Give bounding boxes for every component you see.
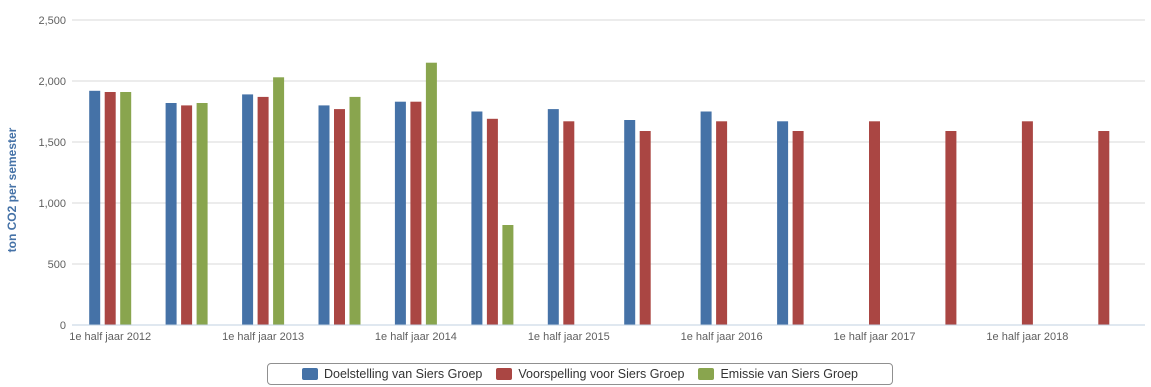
x-tick-label: 1e half jaar 2014 [375,331,457,343]
legend-swatch [698,368,715,380]
bar[interactable] [716,121,728,325]
gridlines [72,19,1145,265]
bar[interactable] [410,101,422,325]
bar[interactable] [104,92,116,325]
x-axis-tick-labels: 1e half jaar 2012 1e half jaar 2013 1e hal… [69,331,1068,343]
bar-chart: 0 500 1,000 1,500 2,000 2,500 ton CO2 per sem… [5,15,1145,343]
y-tick-label: 500 [48,259,66,271]
y-tick-label: 1,000 [38,198,66,210]
y-axis-label: ton CO2 per semester [5,127,19,252]
bar[interactable] [120,92,132,325]
bar[interactable] [196,103,208,325]
bar[interactable] [624,120,636,325]
y-tick-label: 2,500 [38,15,66,27]
bar[interactable] [242,94,254,326]
x-tick-label: 1e half jaar 2017 [834,331,916,343]
legend-item[interactable]: Voorspelling voor Siers Groep [496,367,684,381]
bar[interactable] [639,131,651,325]
bar[interactable] [1098,131,1110,325]
legend-item[interactable]: Emissie van Siers Groep [698,367,858,381]
bar[interactable] [89,90,101,325]
bar[interactable] [945,131,957,325]
legend-label: Emissie van Siers Groep [720,367,859,381]
bar[interactable] [869,121,880,325]
bar-series [89,62,1110,326]
bar[interactable] [165,103,177,325]
bar[interactable] [486,118,498,325]
legend-label: Voorspelling voor Siers Groep [518,367,685,381]
y-tick-label: 2,000 [38,76,66,88]
x-tick-label: 1e half jaar 2013 [222,331,304,343]
legend-swatch [496,368,513,380]
bar[interactable] [700,111,712,326]
x-tick-label: 1e half jaar 2018 [986,331,1068,343]
bar[interactable] [181,105,193,326]
bar[interactable] [318,105,330,326]
bar[interactable] [273,77,285,325]
y-tick-label: 1,500 [38,137,66,149]
bar[interactable] [792,131,804,325]
legend-item[interactable]: Doelstelling van Siers Groep [301,367,483,381]
bar[interactable] [1021,121,1033,325]
y-tick-label: 0 [60,320,66,332]
bar[interactable] [777,121,789,325]
bar[interactable] [547,109,559,325]
bar[interactable] [394,101,406,325]
bar[interactable] [425,62,437,325]
legend-swatch [301,368,318,380]
bar[interactable] [471,111,483,326]
bar[interactable] [334,109,345,325]
legend-label: Doelstelling van Siers Groep [323,367,483,381]
bar[interactable] [502,225,514,325]
x-tick-label: 1e half jaar 2016 [681,331,763,343]
bar[interactable] [563,121,575,325]
bar[interactable] [349,96,361,326]
bar[interactable] [257,96,269,326]
x-tick-label: 1e half jaar 2015 [528,331,610,343]
y-axis-tick-labels: 0 500 1,000 1,500 2,000 2,500 [38,15,66,332]
legend: Doelstelling van Siers Groep Voorspelling… [267,363,893,385]
x-tick-label: 1e half jaar 2012 [69,331,151,343]
